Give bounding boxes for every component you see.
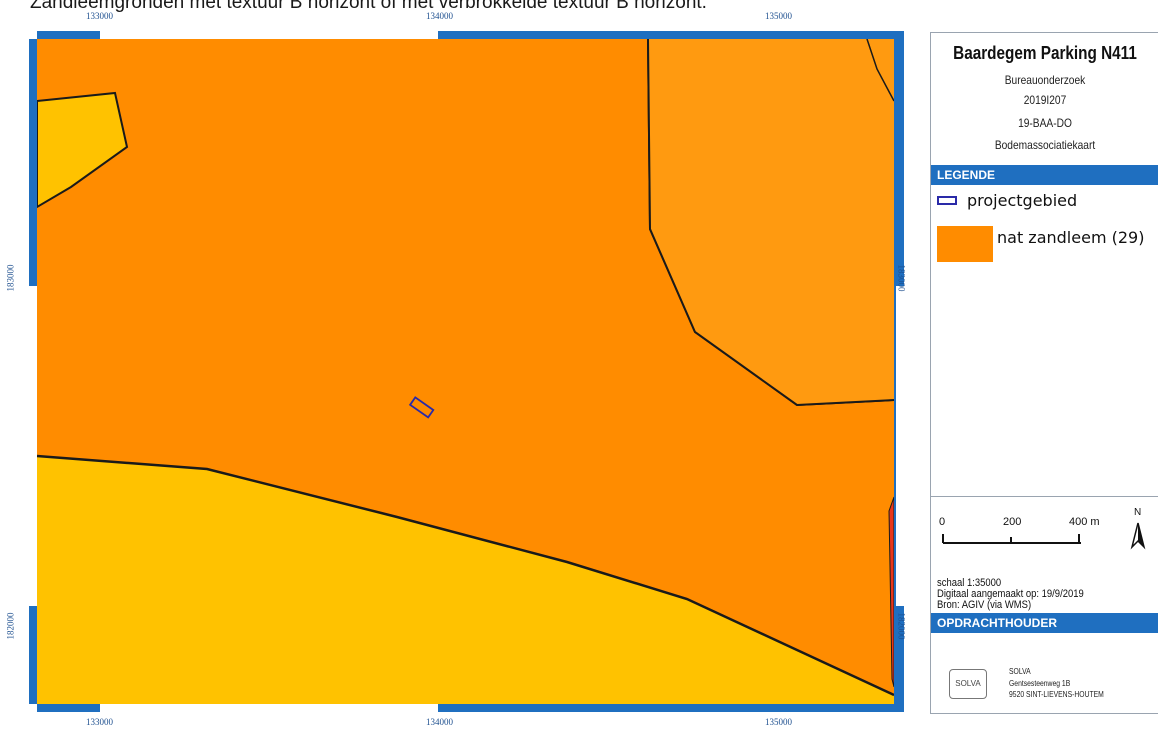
subtitle-line-1: Bureauonderzoek: [1004, 73, 1086, 87]
client-name: SOLVA: [1009, 667, 1031, 676]
coord-top-133000: 133000: [86, 11, 113, 21]
coord-right-182000: 182000: [896, 612, 907, 640]
legend-header: LEGENDE: [931, 165, 1158, 185]
panel-divider-1: [931, 496, 1158, 497]
red-zone-edge: [888, 496, 894, 688]
legend-item-nat-zandleem: nat zandleem (29): [937, 226, 1144, 262]
scalebar-label-400: 400 m: [1069, 516, 1100, 528]
north-label: N: [1134, 507, 1142, 518]
yellow-zone-south: [37, 456, 894, 704]
scalebar-label-0: 0: [939, 516, 946, 528]
boundary-line-south: [37, 454, 894, 697]
coord-top-135000: 135000: [765, 11, 792, 21]
subtitle-line-2: 2019I207: [1023, 93, 1067, 107]
client-logo: SOLVA: [949, 669, 987, 699]
frame-tick-left: [29, 286, 37, 606]
scale-text: schaal 1:35000: [937, 577, 1002, 589]
subtitle-line-3: 19-BAA-DO: [1018, 116, 1072, 130]
nat-zandleem-symbol: [937, 226, 993, 262]
map-caption: Zandleemgronden met textuur B horizont o…: [30, 0, 707, 13]
coord-bottom-135000: 135000: [765, 717, 792, 727]
frame-tick-right: [896, 286, 904, 606]
map-title: Baardegem Parking N411: [953, 43, 1137, 63]
frame-tick-top: [100, 31, 438, 39]
subtitle-line-4: Bodemassociatiekaart: [994, 138, 1096, 152]
yellow-zone-upper-left: [37, 91, 129, 209]
frame-tick-bottom-2: [29, 704, 37, 712]
coord-right-183000: 183000: [896, 264, 907, 292]
boundary-line-right-top: [647, 39, 894, 407]
coord-top-134000: 134000: [426, 11, 453, 21]
orange-zone-upper-right: [648, 39, 894, 405]
map-canvas[interactable]: [37, 39, 894, 704]
projectgebied-outline[interactable]: [408, 396, 435, 419]
legend-label-projectgebied: projectgebied: [967, 191, 1078, 210]
projectgebied-symbol: [937, 196, 957, 205]
client-header: OPDRACHTHOUDER: [931, 613, 1158, 633]
north-arrow-icon: [1130, 522, 1146, 550]
coord-left-183000: 183000: [5, 264, 16, 292]
source-text: Bron: AGIV (via WMS): [937, 599, 1032, 611]
digital-created-text: Digitaal aangemaakt op: 19/9/2019: [937, 588, 1084, 600]
client-street: Gentsesteenweg 1B: [1009, 679, 1071, 688]
frame-tick-bottom: [100, 704, 438, 712]
scalebar: [942, 534, 1081, 544]
legend-label-nat-zandleem: nat zandleem (29): [997, 228, 1145, 247]
coord-bottom-134000: 134000: [426, 717, 453, 727]
frame-tick-top-2: [29, 31, 37, 39]
legend-item-projectgebied: projectgebied: [937, 191, 1077, 210]
scalebar-label-200: 200: [1003, 516, 1022, 528]
coord-bottom-133000: 133000: [86, 717, 113, 727]
coord-left-182000: 182000: [5, 612, 16, 640]
map-info-panel: Baardegem Parking N411 Bureauonderzoek 2…: [930, 32, 1158, 714]
boundary-line-corner: [866, 39, 894, 102]
client-city: 9520 SINT-LIEVENS-HOUTEM: [1009, 690, 1104, 699]
